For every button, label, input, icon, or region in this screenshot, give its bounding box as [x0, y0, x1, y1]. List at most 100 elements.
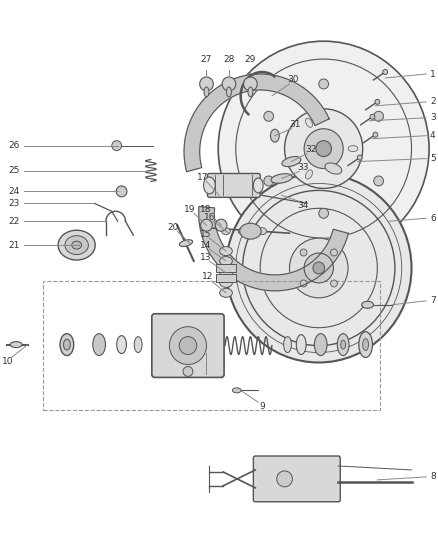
Text: 6: 6 — [430, 214, 436, 223]
Ellipse shape — [325, 163, 342, 174]
Text: 21: 21 — [9, 240, 20, 249]
FancyBboxPatch shape — [152, 314, 224, 377]
Ellipse shape — [362, 301, 374, 308]
Ellipse shape — [220, 247, 233, 255]
Text: 30: 30 — [288, 76, 299, 84]
Circle shape — [183, 367, 193, 376]
Text: 16: 16 — [204, 213, 215, 222]
Circle shape — [357, 155, 362, 160]
Ellipse shape — [220, 269, 233, 278]
Circle shape — [319, 208, 328, 218]
Ellipse shape — [359, 332, 372, 358]
Circle shape — [264, 176, 274, 186]
Circle shape — [179, 337, 197, 354]
Text: 14: 14 — [200, 240, 211, 249]
Text: 26: 26 — [9, 141, 20, 150]
Text: 17: 17 — [197, 173, 208, 182]
Ellipse shape — [65, 236, 88, 255]
Text: 15: 15 — [200, 230, 211, 239]
Ellipse shape — [64, 339, 71, 350]
Ellipse shape — [348, 146, 358, 151]
Circle shape — [244, 77, 257, 91]
Circle shape — [374, 111, 384, 122]
Text: 31: 31 — [290, 120, 301, 129]
Ellipse shape — [341, 340, 346, 349]
Ellipse shape — [58, 230, 95, 260]
Circle shape — [226, 173, 412, 362]
Text: 4: 4 — [430, 131, 436, 140]
Ellipse shape — [297, 335, 306, 354]
Text: 3: 3 — [430, 114, 436, 122]
Ellipse shape — [253, 178, 263, 193]
Circle shape — [222, 77, 236, 91]
Text: 34: 34 — [297, 201, 309, 210]
Text: 10: 10 — [2, 357, 13, 366]
Circle shape — [285, 109, 363, 188]
Ellipse shape — [282, 157, 301, 167]
Circle shape — [201, 219, 212, 231]
Circle shape — [215, 219, 227, 231]
Text: 33: 33 — [297, 163, 309, 172]
Ellipse shape — [222, 228, 230, 235]
Ellipse shape — [238, 228, 247, 235]
Ellipse shape — [363, 338, 368, 351]
Text: 19: 19 — [184, 205, 196, 214]
Circle shape — [383, 69, 388, 75]
Text: 24: 24 — [9, 187, 20, 196]
Circle shape — [300, 280, 307, 287]
Text: 1: 1 — [430, 69, 436, 78]
Text: 22: 22 — [9, 217, 20, 226]
Ellipse shape — [233, 388, 241, 393]
Text: 23: 23 — [9, 199, 20, 208]
Ellipse shape — [204, 87, 209, 97]
Text: 32: 32 — [305, 145, 317, 154]
Ellipse shape — [258, 228, 267, 235]
Circle shape — [304, 129, 343, 168]
Ellipse shape — [204, 177, 215, 194]
Circle shape — [331, 280, 337, 287]
Ellipse shape — [220, 288, 233, 297]
Text: 28: 28 — [223, 55, 235, 64]
Ellipse shape — [93, 334, 106, 356]
Circle shape — [370, 114, 375, 119]
Circle shape — [374, 176, 384, 186]
Text: 13: 13 — [200, 253, 211, 262]
Ellipse shape — [72, 241, 81, 249]
Circle shape — [316, 141, 332, 157]
Ellipse shape — [60, 334, 74, 356]
Ellipse shape — [314, 334, 327, 356]
Ellipse shape — [134, 337, 142, 352]
FancyBboxPatch shape — [253, 456, 340, 502]
Circle shape — [300, 249, 307, 256]
Polygon shape — [199, 206, 348, 291]
Text: 27: 27 — [201, 55, 212, 64]
Circle shape — [264, 111, 274, 122]
Circle shape — [304, 253, 333, 283]
Circle shape — [373, 132, 378, 137]
Circle shape — [331, 249, 337, 256]
Text: 29: 29 — [245, 55, 256, 64]
Text: 7: 7 — [430, 296, 436, 305]
Circle shape — [375, 99, 380, 104]
Ellipse shape — [271, 174, 292, 183]
Ellipse shape — [305, 118, 313, 127]
Circle shape — [112, 141, 122, 151]
Text: 20: 20 — [168, 223, 179, 232]
Circle shape — [290, 238, 348, 298]
Ellipse shape — [10, 342, 22, 348]
Circle shape — [116, 186, 127, 197]
FancyBboxPatch shape — [216, 274, 236, 282]
Ellipse shape — [240, 223, 261, 239]
Ellipse shape — [270, 129, 279, 142]
Text: 18: 18 — [200, 205, 211, 214]
Text: 5: 5 — [430, 154, 436, 163]
Ellipse shape — [117, 336, 127, 353]
Ellipse shape — [305, 170, 313, 179]
Circle shape — [313, 262, 325, 274]
FancyBboxPatch shape — [208, 173, 260, 197]
Text: 9: 9 — [259, 402, 265, 411]
Ellipse shape — [220, 278, 233, 287]
Circle shape — [319, 79, 328, 89]
Polygon shape — [184, 74, 329, 172]
Text: 11: 11 — [205, 344, 216, 353]
